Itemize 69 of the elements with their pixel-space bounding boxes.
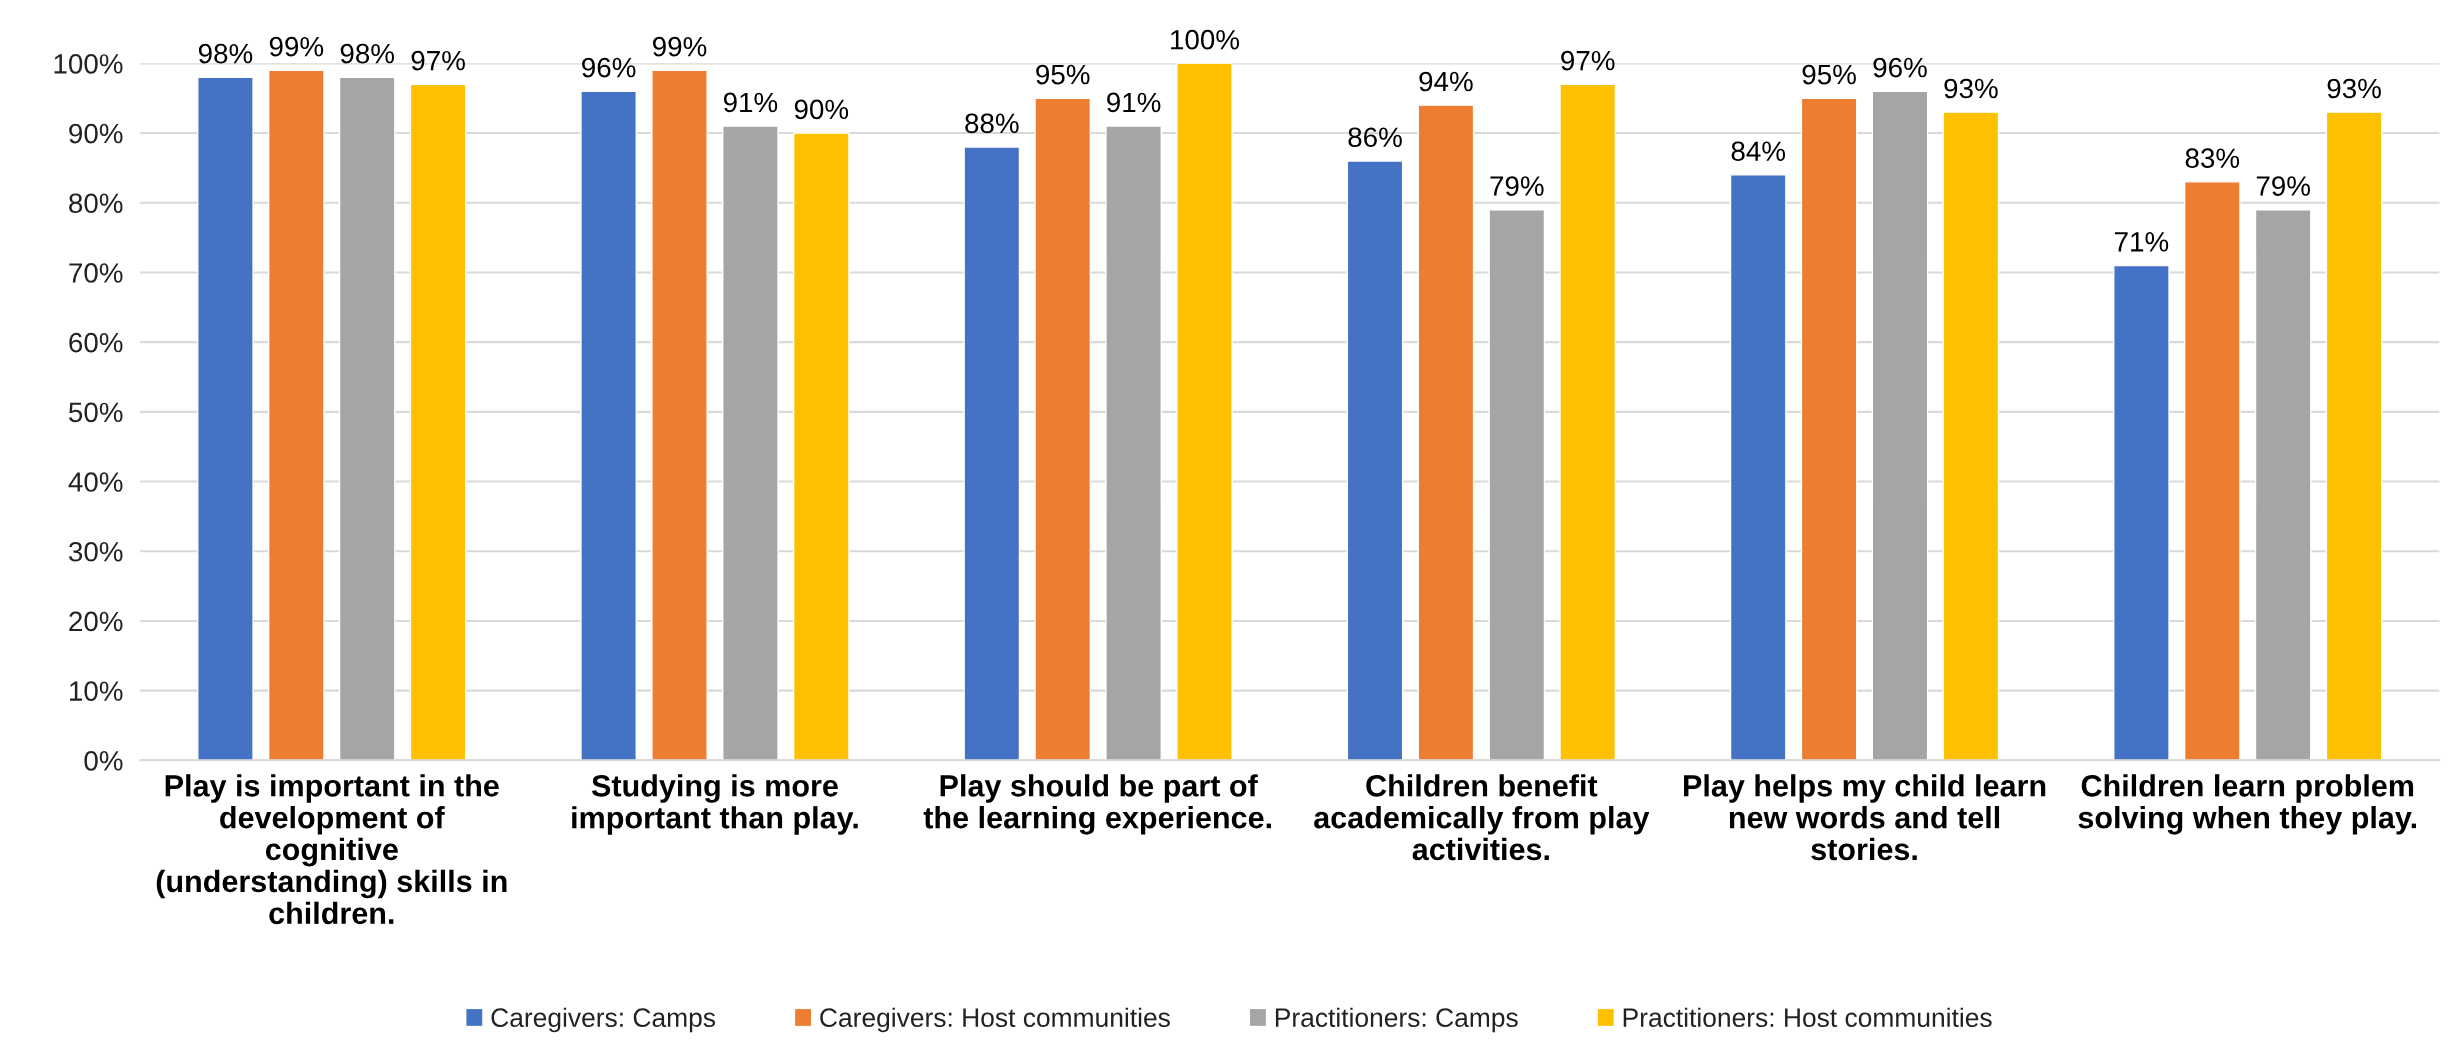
x-tick-label: Children benefit academically from play activities. (1314, 774, 1650, 861)
bar (338, 76, 396, 761)
data-label: 100% (1171, 29, 1240, 50)
bar (651, 69, 708, 761)
y-tick-label: 60% (69, 332, 123, 353)
data-label: 95% (1036, 64, 1090, 85)
y-tick-label: 20% (69, 611, 123, 632)
data-label: 97% (411, 50, 465, 71)
x-tick-label: Play should be part of the learning experience. (923, 774, 1271, 835)
bar (1105, 125, 1162, 761)
data-label: 83% (2185, 148, 2240, 169)
data-label: 95% (1802, 64, 1856, 85)
bar (1417, 104, 1475, 761)
bar (2113, 264, 2170, 761)
bar (2183, 181, 2241, 761)
y-tick-label: 80% (69, 193, 123, 214)
data-label: 99% (653, 36, 707, 57)
legend-label: Practitioners: Host communities (1623, 1007, 1992, 1028)
bar (722, 125, 779, 761)
data-label: 93% (2327, 78, 2381, 99)
bar (580, 90, 637, 761)
data-label: 97% (1561, 50, 1615, 71)
y-tick-label: 90% (69, 123, 123, 144)
data-label: 96% (582, 57, 636, 78)
bar (1871, 90, 1929, 761)
data-label: 86% (1348, 127, 1402, 148)
legend-label: Caregivers: Camps (491, 1007, 716, 1033)
bar (1800, 97, 1858, 761)
bar (1942, 111, 2000, 761)
bar (2254, 209, 2312, 761)
bar (2325, 111, 2383, 761)
data-label: 94% (1419, 71, 1473, 92)
data-label: 91% (723, 92, 778, 113)
y-tick-label: 40% (68, 472, 123, 492)
bar (963, 146, 1021, 761)
data-label: 91% (1107, 92, 1161, 113)
bar (409, 83, 467, 761)
bar (197, 76, 254, 761)
data-label: 79% (2256, 176, 2310, 196)
data-label: 84% (1731, 141, 1786, 162)
y-tick-label: 100% (54, 54, 123, 74)
y-tick-label: 10% (70, 681, 123, 701)
x-tick-label: Play helps my child learn new words and tell stories. (1684, 774, 2046, 861)
x-tick-label: Studying is more important than play. (572, 774, 858, 835)
y-tick-label: 30% (68, 541, 123, 562)
bar (792, 132, 850, 761)
y-tick-label: 50% (69, 402, 123, 423)
data-label: 71% (2115, 232, 2169, 252)
data-label: 90% (794, 99, 849, 120)
data-label: 98% (340, 43, 395, 64)
bar (267, 69, 325, 761)
data-label: 96% (1873, 57, 1927, 78)
bar (1488, 209, 1546, 761)
legend-label: Caregivers: Host communities (820, 1007, 1170, 1033)
x-tick-label: Play is important in the development of cognitive (understanding) skills in children. (156, 774, 507, 925)
data-label: 88% (965, 113, 1019, 134)
y-tick-label: 70% (69, 263, 123, 283)
bar (1729, 174, 1787, 761)
bar (1346, 160, 1404, 761)
data-label: 98% (198, 43, 253, 64)
data-label: 99% (269, 36, 324, 57)
bar (1034, 97, 1092, 761)
data-label: 93% (1944, 78, 1998, 99)
y-tick-label: 0% (84, 750, 123, 771)
data-label: 79% (1490, 176, 1544, 196)
x-tick-label: Children learn problem solving when they play. (2078, 774, 2417, 835)
bar (1559, 83, 1617, 761)
legend-label: Practitioners: Camps (1275, 1007, 1518, 1033)
bar (1176, 63, 1233, 761)
